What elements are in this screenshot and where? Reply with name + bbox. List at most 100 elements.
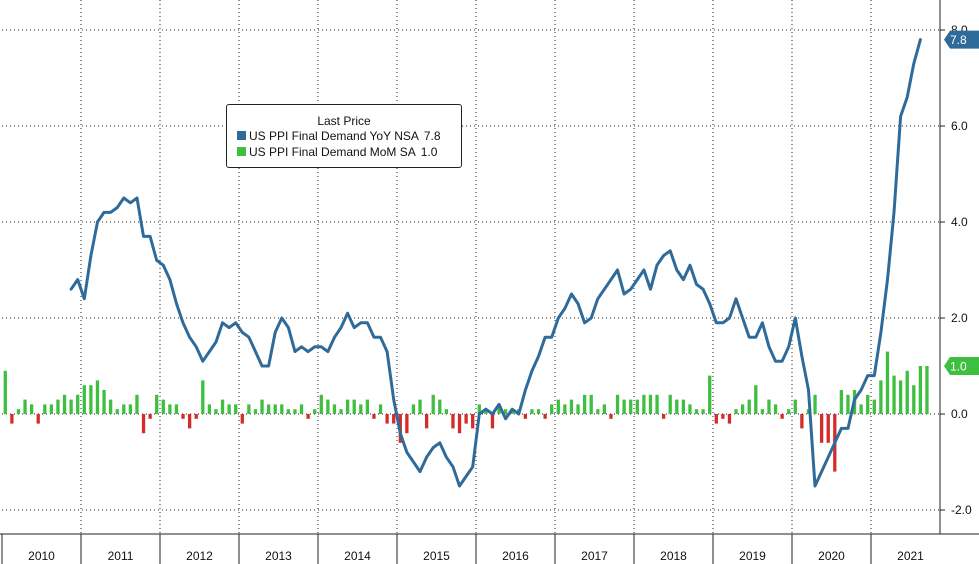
- mom-bar: [648, 394, 653, 414]
- mom-bar: [471, 414, 475, 429]
- legend-swatch-mom: [237, 147, 246, 156]
- mom-bar: [754, 385, 758, 414]
- mom-bar: [23, 399, 27, 414]
- mom-bar: [102, 390, 106, 414]
- mom-bar: [82, 385, 86, 414]
- mom-bar: [89, 385, 93, 414]
- mom-bar: [740, 404, 745, 414]
- mom-bar: [438, 399, 442, 414]
- mom-bar: [372, 414, 376, 419]
- mom-bar: [141, 414, 146, 434]
- mom-bar: [359, 404, 363, 414]
- x-tick-label: 2010: [28, 549, 55, 563]
- mom-bar: [266, 404, 271, 414]
- mom-bar: [898, 380, 903, 414]
- legend-label-yoy: US PPI Final Demand YoY NSA: [249, 129, 419, 143]
- mom-bar: [859, 404, 863, 414]
- mom-bar: [286, 409, 291, 414]
- mom-bar: [378, 404, 383, 414]
- legend-value-yoy: 7.8: [423, 129, 441, 143]
- mom-bar: [280, 404, 284, 414]
- mom-bar: [62, 394, 67, 414]
- mom-bars: [3, 351, 929, 472]
- yoy-line-series: [69, 38, 922, 488]
- mom-bar: [444, 409, 449, 414]
- mom-bar: [69, 399, 73, 414]
- legend-swatch-yoy: [237, 131, 246, 140]
- last-value-tag-label: 1.0: [950, 360, 967, 374]
- mom-bar: [846, 394, 850, 414]
- mom-bar: [543, 414, 547, 419]
- mom-bar: [273, 404, 277, 414]
- mom-bar: [714, 414, 718, 424]
- mom-bar: [174, 404, 179, 414]
- mom-bar: [497, 404, 501, 414]
- legend-value-mom: 1.0: [420, 145, 438, 159]
- mom-bar: [247, 404, 251, 414]
- mom-bar: [708, 375, 712, 414]
- mom-bar: [879, 380, 883, 414]
- x-tick-label: 2013: [265, 549, 292, 563]
- mom-bar: [721, 414, 725, 419]
- mom-bar: [253, 409, 258, 414]
- last-value-tag: [944, 357, 979, 375]
- mom-bar: [688, 404, 692, 414]
- yoy-line: [69, 38, 922, 488]
- mom-bar: [115, 409, 119, 414]
- mom-bar: [694, 409, 699, 414]
- mom-bar: [556, 399, 560, 414]
- mom-bar: [306, 414, 310, 419]
- mom-bar: [240, 414, 244, 424]
- mom-bar: [332, 404, 337, 414]
- mom-bar: [405, 414, 409, 434]
- mom-bar: [925, 366, 929, 414]
- mom-bar: [451, 414, 455, 429]
- mom-bar: [187, 414, 192, 429]
- mom-bar: [181, 414, 185, 419]
- y-tick-label: 0.0: [951, 407, 968, 421]
- legend: Last Price US PPI Final Demand YoY NSA 7.…: [226, 104, 462, 168]
- x-tick-label: 2014: [344, 549, 371, 563]
- x-tick-label: 2011: [108, 549, 134, 563]
- mom-bar: [530, 409, 534, 414]
- mom-bar: [800, 414, 804, 429]
- mom-bar: [3, 370, 7, 414]
- mom-bar: [10, 414, 14, 424]
- mom-bar: [550, 404, 554, 414]
- mom-bar: [767, 399, 771, 414]
- mom-bar: [477, 404, 481, 414]
- mom-bar: [793, 399, 797, 414]
- mom-bar: [411, 404, 416, 414]
- mom-bar: [912, 385, 916, 414]
- x-tick-label: 2019: [739, 549, 766, 563]
- mom-bar: [490, 414, 495, 429]
- mom-bar: [194, 414, 198, 419]
- mom-bar: [365, 399, 370, 414]
- mom-bar: [892, 375, 896, 414]
- mom-bar: [345, 399, 350, 414]
- mom-bar: [352, 399, 356, 414]
- mom-bar: [260, 399, 264, 414]
- legend-entry-yoy: US PPI Final Demand YoY NSA 7.8: [227, 128, 461, 144]
- mom-bar: [161, 399, 165, 414]
- mom-bar: [629, 399, 633, 414]
- mom-bar: [135, 394, 139, 414]
- x-tick-label: 2021: [897, 549, 924, 563]
- mom-bar: [582, 394, 587, 414]
- mom-bar: [787, 409, 791, 414]
- mom-bar: [905, 370, 909, 414]
- mom-bar: [661, 414, 666, 419]
- mom-bar: [563, 404, 567, 414]
- mom-bar: [536, 409, 541, 414]
- y-tick-label: 4.0: [951, 215, 968, 229]
- x-tick-label: 2016: [502, 549, 529, 563]
- x-tick-label: 2017: [581, 549, 608, 563]
- y-tick-label: 2.0: [951, 311, 968, 325]
- mom-bar: [418, 399, 422, 414]
- mom-bar: [108, 399, 113, 414]
- grid-lines: [2, 0, 940, 534]
- mom-bar: [701, 409, 705, 414]
- mom-bar: [609, 414, 613, 419]
- mom-bar: [635, 399, 639, 414]
